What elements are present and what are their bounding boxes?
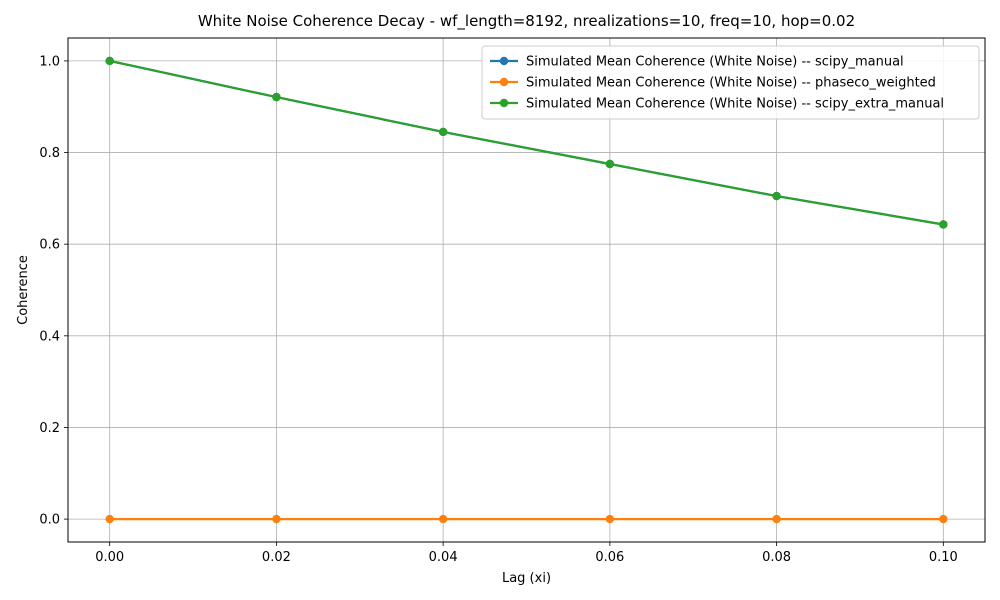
legend-label: Simulated Mean Coherence (White Noise) -…: [526, 76, 936, 91]
x-tick-label: 0.02: [262, 550, 291, 565]
legend: Simulated Mean Coherence (White Noise) -…: [481, 45, 980, 120]
y-tick-label: 0.0: [39, 513, 60, 528]
data-point: [272, 92, 281, 102]
x-tick-label: 0.06: [595, 550, 624, 565]
data-point: [772, 191, 781, 201]
y-tick-label: 0.8: [39, 146, 60, 161]
data-point: [438, 514, 448, 524]
ticks: 0.00 0.02 0.04 0.06 0.08 0.10 0.0 0.2 0.4 0.6 0.8 1…: [39, 54, 957, 565]
legend-swatch-marker: [499, 56, 509, 66]
data-point: [105, 56, 114, 66]
series-3: [105, 56, 948, 229]
y-tick-label: 0.2: [39, 421, 60, 436]
data-point: [605, 159, 615, 169]
plot-frame: [67, 37, 986, 543]
legend-swatch-marker: [499, 77, 509, 87]
series-2: [105, 514, 948, 524]
y-axis-label: Coherence: [16, 255, 31, 325]
series-group: [105, 56, 948, 524]
x-tick-label: 0.00: [95, 550, 124, 565]
data-point: [939, 514, 948, 524]
data-point: [105, 514, 114, 524]
legend-entry: Simulated Mean Coherence (White Noise) -…: [490, 55, 904, 70]
legend-entry: Simulated Mean Coherence (White Noise) -…: [490, 97, 944, 112]
data-point: [272, 514, 281, 524]
data-point: [772, 514, 781, 524]
data-point: [939, 220, 948, 229]
x-tick-label: 0.10: [929, 550, 958, 565]
legend-label: Simulated Mean Coherence (White Noise) -…: [526, 55, 904, 70]
y-tick-label: 1.0: [39, 54, 60, 69]
chart-title: White Noise Coherence Decay - wf_length=…: [198, 12, 855, 31]
x-tick-label: 0.04: [429, 550, 458, 565]
legend-label: Simulated Mean Coherence (White Noise) -…: [526, 97, 944, 112]
legend-swatch-marker: [499, 98, 509, 108]
legend-box: [481, 45, 980, 120]
data-point: [605, 514, 615, 524]
y-tick-label: 0.6: [39, 238, 60, 253]
y-tick-label: 0.4: [39, 329, 60, 344]
legend-entry: Simulated Mean Coherence (White Noise) -…: [490, 76, 936, 91]
series-line: [109, 59, 944, 226]
data-point: [438, 127, 448, 137]
x-tick-label: 0.08: [762, 550, 791, 565]
x-axis-label: Lag (xi): [502, 571, 551, 586]
